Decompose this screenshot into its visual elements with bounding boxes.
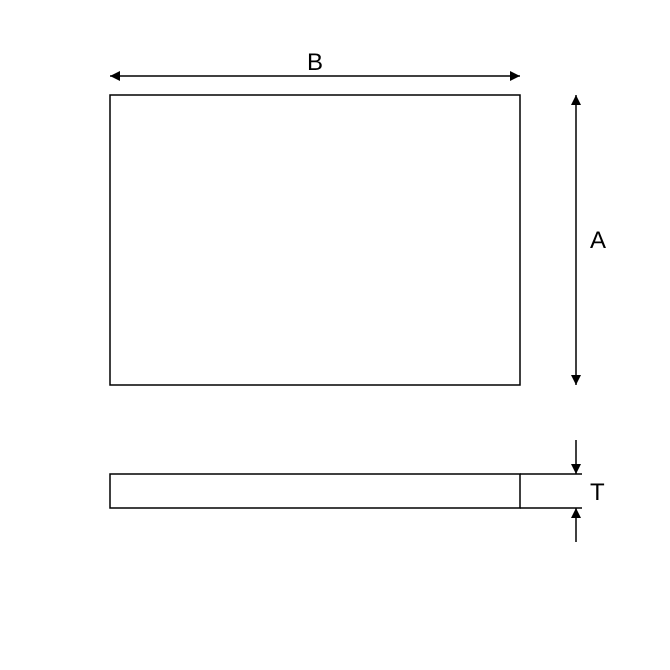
dimension-t: T <box>520 440 605 542</box>
dimension-b: B <box>110 49 520 81</box>
edge-view-rect <box>110 474 520 508</box>
dimension-a-label: A <box>590 227 606 254</box>
dimension-a: A <box>571 95 606 385</box>
dimension-t-label: T <box>590 479 605 506</box>
dimension-b-label: B <box>307 49 323 76</box>
dimension-diagram: B A T <box>0 0 670 670</box>
plan-view-rect <box>110 95 520 385</box>
